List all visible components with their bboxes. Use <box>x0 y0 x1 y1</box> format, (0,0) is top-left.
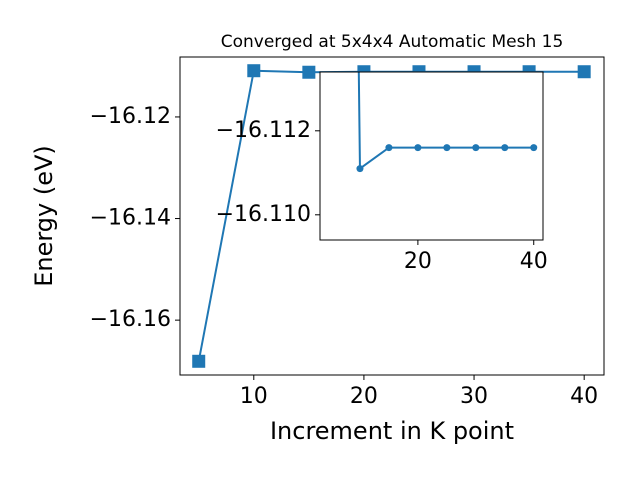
x-tick-label: 10 <box>240 384 268 409</box>
x-tick-label: 40 <box>520 249 548 274</box>
data-marker <box>472 144 480 152</box>
data-marker <box>385 144 393 152</box>
plot-area <box>320 72 543 240</box>
x-axis-label: Increment in K point <box>270 417 514 445</box>
x-tick-label: 20 <box>350 384 378 409</box>
data-marker <box>501 144 509 152</box>
y-tick-label: −16.16 <box>90 307 171 332</box>
plot-clip <box>356 72 538 173</box>
x-tick-label: 20 <box>404 249 432 274</box>
data-marker <box>192 354 206 368</box>
y-axis-label: Energy (eV) <box>30 145 58 287</box>
y-tick-label: −16.112 <box>216 118 311 143</box>
data-marker <box>356 165 364 173</box>
data-marker <box>577 65 591 79</box>
data-marker <box>530 144 538 152</box>
chart-title: Converged at 5x4x4 Automatic Mesh 15 <box>221 32 564 52</box>
axes-frame <box>319 71 544 241</box>
x-tick-label: 30 <box>460 384 488 409</box>
x-tick-label: 40 <box>570 384 598 409</box>
y-tick-label: −16.110 <box>216 202 311 227</box>
data-line <box>357 72 534 171</box>
data-marker <box>247 64 261 78</box>
data-marker <box>302 65 316 79</box>
data-marker <box>443 144 451 152</box>
data-marker <box>414 144 422 152</box>
axes-frame <box>179 56 605 376</box>
y-tick-label: −16.12 <box>90 104 171 129</box>
y-tick-label: −16.14 <box>90 206 171 231</box>
